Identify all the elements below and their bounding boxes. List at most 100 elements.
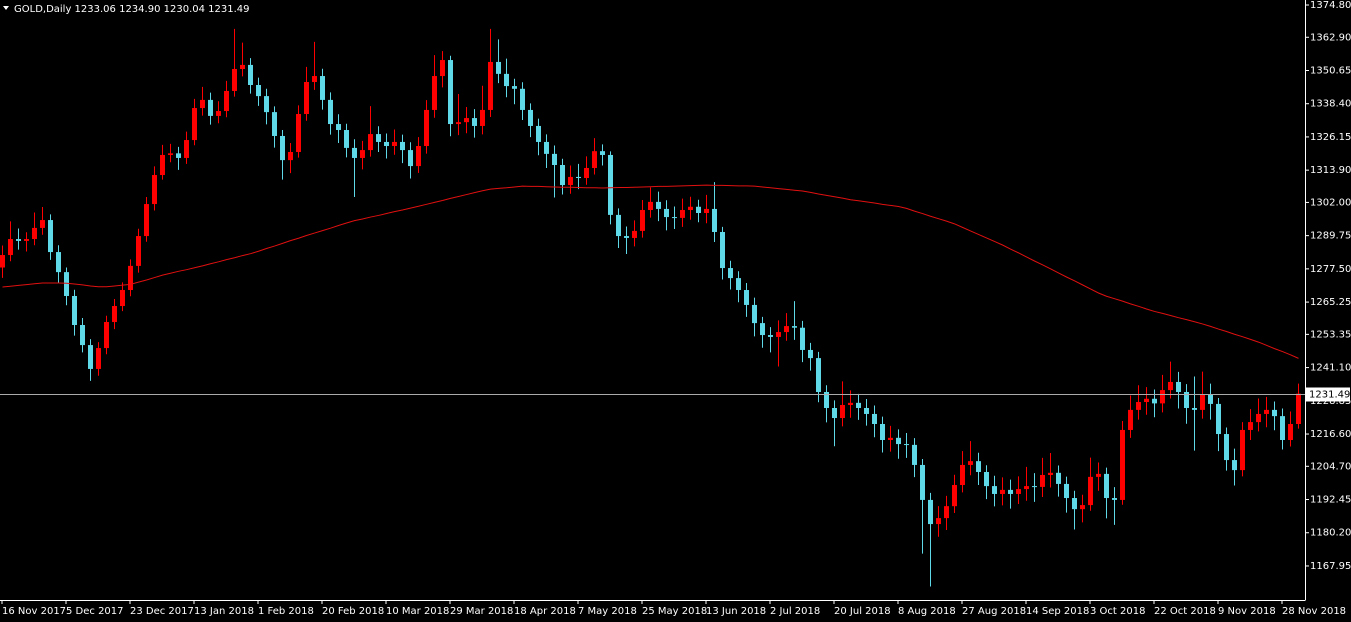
candle-body — [232, 68, 237, 91]
candle-body — [1152, 398, 1157, 404]
candle-body — [256, 84, 261, 97]
candle-body — [448, 60, 453, 125]
candle-body — [104, 322, 109, 349]
header-icon — [3, 6, 9, 10]
candle-body — [1032, 486, 1037, 488]
candle-body — [1216, 403, 1221, 435]
candle-body — [184, 140, 189, 158]
candle-body — [880, 423, 885, 440]
y-tick-label: 1277.50 — [1310, 264, 1351, 275]
candle-body — [1296, 393, 1301, 424]
candle-body — [16, 239, 21, 241]
candle-body — [192, 108, 197, 141]
candle-body — [72, 295, 77, 326]
candle-body — [672, 217, 677, 219]
candle-body — [360, 150, 365, 158]
x-tick-label: 28 Nov 2018 — [1282, 606, 1346, 617]
candle-body — [832, 407, 837, 419]
candle-body — [352, 147, 357, 158]
candle-body — [912, 444, 917, 465]
candle-body — [1136, 402, 1141, 410]
x-tick-label: 14 Sep 2018 — [1026, 606, 1089, 617]
candle-body — [176, 153, 181, 158]
candle-body — [312, 76, 317, 83]
candle-body — [56, 252, 61, 273]
candle-body — [288, 151, 293, 161]
x-tick-label: 8 Aug 2018 — [898, 606, 956, 617]
candle-body — [1104, 473, 1109, 499]
x-tick-label: 18 Apr 2018 — [514, 606, 576, 617]
candle-body — [24, 239, 29, 241]
moving-average — [2, 184, 1299, 359]
last-price-label: 1231.49 — [1309, 390, 1350, 401]
candle-body — [552, 153, 557, 165]
candle-body — [344, 130, 349, 148]
candle-body — [536, 125, 541, 142]
candle-body — [112, 306, 117, 323]
candle-body — [616, 214, 621, 237]
candle-body — [248, 64, 253, 85]
x-tick-label: 20 Feb 2018 — [322, 606, 384, 617]
candle-body — [1064, 483, 1069, 499]
x-tick-label: 9 Nov 2018 — [1218, 606, 1276, 617]
candle-body — [784, 326, 789, 333]
candle-body — [704, 208, 709, 213]
candle-body — [840, 405, 845, 419]
y-tick-label: 1253.35 — [1310, 329, 1351, 340]
candle-body — [624, 236, 629, 238]
candle-body — [888, 437, 893, 440]
candle-body — [32, 227, 37, 240]
y-tick-label: 1167.95 — [1310, 561, 1351, 572]
candle-body — [920, 464, 925, 500]
candle-body — [800, 327, 805, 350]
candle-body — [608, 154, 613, 215]
y-tick-label: 1180.20 — [1310, 528, 1351, 539]
y-tick-label: 1374.80 — [1310, 0, 1351, 11]
candle-body — [208, 99, 213, 116]
candle-body — [304, 82, 309, 115]
y-tick-label: 1241.10 — [1310, 363, 1351, 374]
x-tick-label: 7 May 2018 — [578, 606, 637, 617]
candle-body — [1160, 390, 1165, 404]
candle-body — [424, 109, 429, 147]
candle-body — [416, 146, 421, 167]
candle-body — [728, 268, 733, 279]
candle-body — [96, 348, 101, 369]
candle-body — [1272, 409, 1277, 417]
candle-body — [1264, 409, 1269, 414]
y-tick-label: 1338.40 — [1310, 99, 1351, 110]
candle-body — [768, 335, 773, 337]
candle-body — [648, 201, 653, 211]
candle-body — [736, 278, 741, 291]
candle-body — [960, 464, 965, 486]
candle-body — [472, 118, 477, 126]
candle-body — [976, 461, 981, 472]
candle-body — [1144, 398, 1149, 403]
candle-body — [216, 111, 221, 116]
candle-body — [8, 239, 13, 256]
candle-body — [440, 60, 445, 77]
chart-header: GOLD,Daily 1233.06 1234.90 1230.04 1231.… — [14, 4, 250, 15]
candle-body — [864, 407, 869, 414]
candle-body — [1240, 429, 1245, 471]
candle-body — [1128, 409, 1133, 430]
candle-body — [128, 265, 133, 291]
candle-body — [1072, 498, 1077, 510]
candle-body — [560, 164, 565, 186]
candle-body — [640, 210, 645, 231]
candle-body — [1192, 407, 1197, 410]
candle-body — [400, 141, 405, 151]
x-tick-label: 20 Jul 2018 — [834, 606, 891, 617]
candle-body — [1168, 381, 1173, 391]
candle-body — [1080, 505, 1085, 510]
candle-body — [1184, 391, 1189, 408]
candle-body — [816, 358, 821, 392]
candle-body — [136, 236, 141, 266]
candle-body — [992, 486, 997, 494]
candle-body — [152, 175, 157, 205]
candle-body — [1208, 394, 1213, 404]
x-tick-label: 1 Feb 2018 — [258, 606, 314, 617]
candle-body — [824, 391, 829, 408]
